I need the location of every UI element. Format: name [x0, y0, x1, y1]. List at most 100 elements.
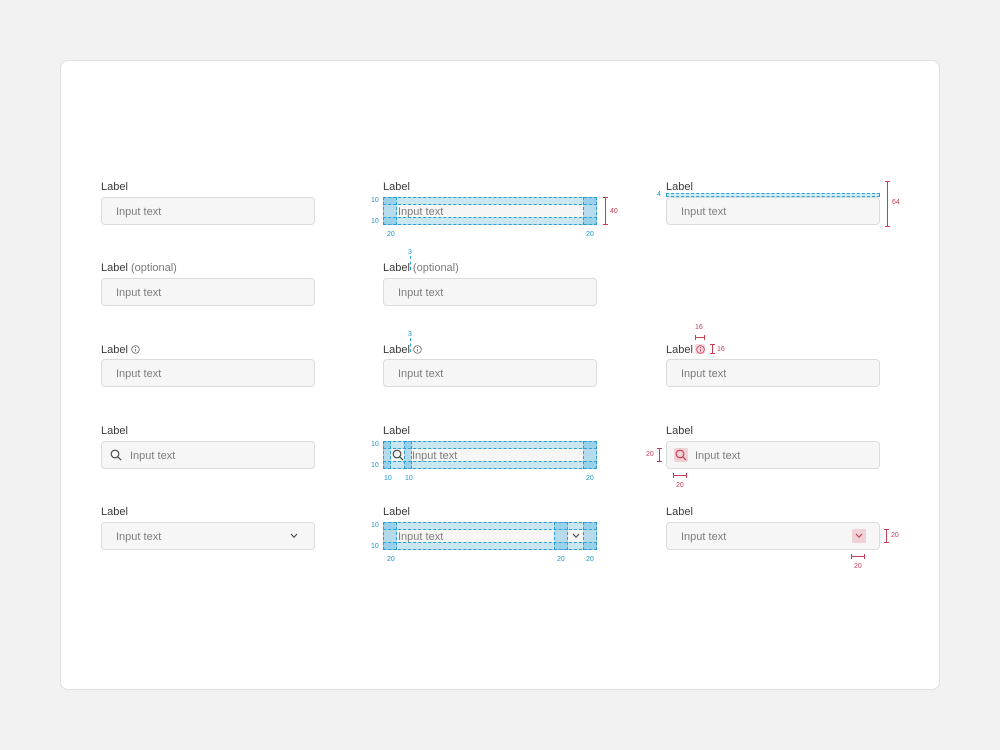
icon-size-overlay — [852, 529, 866, 543]
text-input[interactable]: Input text — [666, 359, 880, 387]
size-value: 16 — [695, 324, 703, 331]
input-placeholder: Input text — [116, 206, 162, 218]
spacing-value: 3 — [408, 249, 412, 256]
padding-right-overlay — [583, 197, 597, 225]
padding-right-overlay — [583, 441, 597, 469]
input-placeholder: Input text — [681, 531, 727, 543]
padding-left-overlay — [383, 522, 397, 550]
field-label: Label — [101, 506, 128, 518]
input-placeholder: Input text — [398, 206, 444, 218]
input-placeholder: Input text — [398, 531, 444, 543]
size-value: 20 — [676, 482, 684, 489]
height-indicator — [885, 181, 890, 227]
icon-size-overlay — [695, 344, 705, 354]
height-indicator — [710, 344, 715, 354]
height-indicator — [603, 197, 608, 225]
size-value: 16 — [717, 346, 725, 353]
field-label: Label — [666, 181, 693, 193]
padding-right-overlay — [583, 522, 597, 550]
info-icon[interactable] — [413, 345, 422, 354]
field-label: Label (optional) — [383, 262, 459, 274]
dropdown-select[interactable]: Input text — [666, 522, 880, 550]
info-icon[interactable] — [131, 345, 140, 354]
height-indicator — [657, 448, 662, 462]
input-placeholder: Input text — [398, 287, 444, 299]
chevron-down-icon — [290, 533, 298, 539]
field-label: Label — [383, 181, 410, 193]
field-label: Label — [666, 506, 693, 518]
field-label: Label — [666, 344, 693, 356]
input-placeholder: Input text — [681, 368, 727, 380]
input-placeholder: Input text — [116, 531, 162, 543]
input-placeholder: Input text — [130, 450, 176, 462]
text-input[interactable]: Input text — [383, 359, 597, 387]
chevron-down-icon — [855, 533, 863, 539]
text-input[interactable]: Input text — [383, 197, 597, 225]
field-label: Label — [101, 425, 128, 437]
spacing-value: 10 — [371, 522, 379, 529]
field-label: Label — [383, 425, 410, 437]
field-label: Label — [666, 425, 693, 437]
padding-top-overlay — [383, 441, 597, 449]
size-value: 20 — [646, 451, 654, 458]
field-label: Label — [101, 344, 128, 356]
search-input[interactable]: Input text — [101, 441, 315, 469]
input-placeholder: Input text — [695, 450, 741, 462]
search-icon — [675, 449, 687, 461]
icon-gap-overlay — [404, 441, 412, 469]
padding-top-overlay — [383, 197, 597, 205]
padding-bottom-overlay — [383, 461, 597, 469]
spacing-value: 10 — [371, 197, 379, 204]
input-placeholder: Input text — [116, 368, 162, 380]
spacing-value: 10 — [371, 218, 379, 225]
search-input[interactable]: Input text — [383, 441, 597, 469]
optional-text: (optional) — [130, 262, 177, 274]
spacing-value: 20 — [387, 556, 395, 563]
spacing-value: 10 — [405, 475, 413, 482]
spacing-value: 3 — [408, 331, 412, 338]
label-gap-overlay — [666, 193, 880, 197]
chevron-down-icon — [572, 533, 580, 539]
text-input[interactable]: Input text — [101, 278, 315, 306]
dropdown-select[interactable]: Input text — [101, 522, 315, 550]
spacing-value: 10 — [371, 441, 379, 448]
width-indicator — [695, 335, 705, 340]
field-label: Label (optional) — [101, 262, 177, 274]
height-value: 40 — [610, 208, 618, 215]
field-label: Label — [101, 181, 128, 193]
width-indicator — [851, 554, 865, 559]
field-label: Label — [383, 344, 410, 356]
dropdown-select[interactable]: Input text — [383, 522, 597, 550]
padding-left-overlay — [383, 197, 397, 225]
input-placeholder: Input text — [681, 206, 727, 218]
text-input[interactable]: Input text — [101, 197, 315, 225]
gap-guide — [410, 256, 411, 270]
input-placeholder: Input text — [398, 368, 444, 380]
field-label: Label — [383, 506, 410, 518]
input-placeholder: Input text — [412, 450, 458, 462]
spacing-value: 4 — [657, 191, 661, 198]
search-icon — [392, 449, 404, 461]
padding-bottom-overlay — [383, 217, 597, 225]
spacing-value: 20 — [387, 231, 395, 238]
spacing-value: 10 — [384, 475, 392, 482]
spacing-value: 20 — [586, 231, 594, 238]
search-input[interactable]: Input text — [666, 441, 880, 469]
text-input[interactable]: Input text — [383, 278, 597, 306]
height-indicator — [884, 529, 889, 543]
spacing-value: 10 — [371, 462, 379, 469]
padding-left-overlay — [383, 441, 391, 469]
icon-gap-overlay — [554, 522, 568, 550]
info-icon[interactable] — [696, 345, 705, 354]
height-value: 64 — [892, 199, 900, 206]
width-indicator — [673, 473, 687, 478]
spacing-value: 20 — [557, 556, 565, 563]
spacing-value: 20 — [586, 475, 594, 482]
spacing-value: 10 — [371, 543, 379, 550]
text-input[interactable]: Input text — [666, 197, 880, 225]
input-placeholder: Input text — [116, 287, 162, 299]
optional-text: (optional) — [412, 262, 459, 274]
gap-guide — [410, 338, 411, 352]
text-input[interactable]: Input text — [101, 359, 315, 387]
search-icon — [110, 449, 122, 461]
